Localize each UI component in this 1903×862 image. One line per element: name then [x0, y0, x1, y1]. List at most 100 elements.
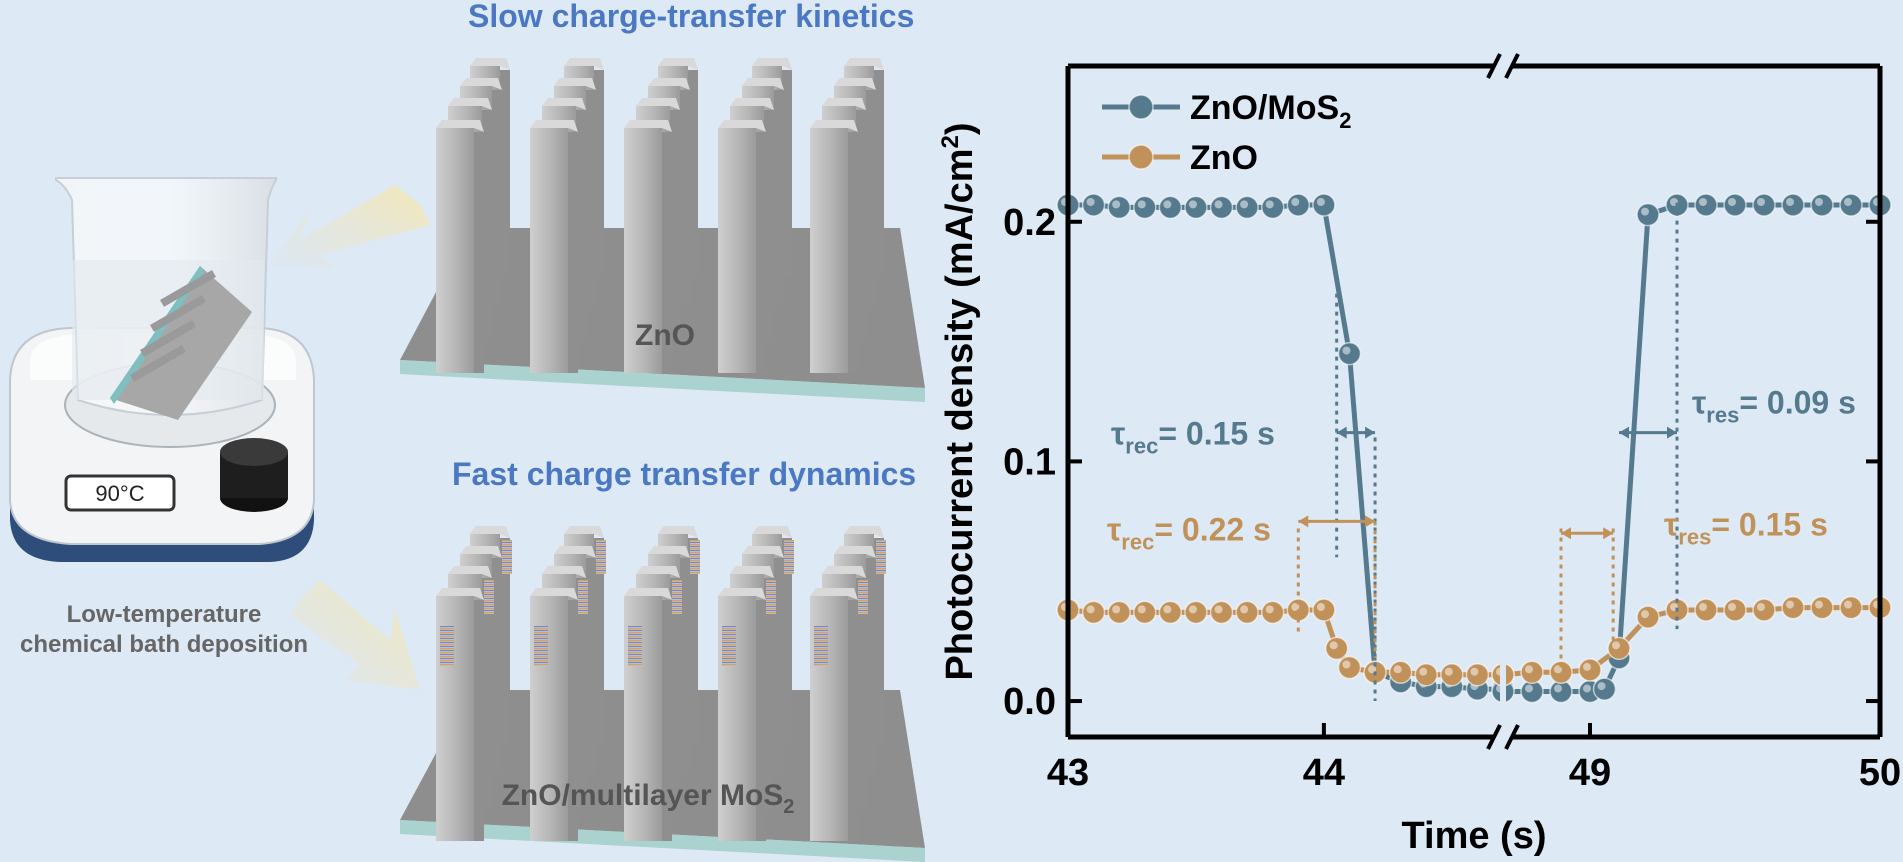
data-point-highlight — [1163, 605, 1172, 614]
top-heading: Slow charge-transfer kinetics — [468, 0, 915, 34]
axis-break-mark — [1486, 53, 1502, 79]
data-point-highlight — [1112, 605, 1121, 614]
data-point-highlight — [1554, 684, 1562, 693]
data-point — [1414, 662, 1438, 687]
mos2-layer — [672, 580, 682, 614]
data-point — [1723, 193, 1747, 217]
mos2-layer — [814, 626, 828, 666]
data-point-highlight — [1525, 684, 1533, 693]
legend-marker — [1128, 94, 1154, 120]
legend-label: ZnO/MoS2 — [1190, 89, 1351, 133]
data-point-highlight — [1188, 605, 1197, 614]
data-point-highlight — [1844, 197, 1852, 206]
data-point — [1209, 600, 1234, 625]
data-point — [1520, 660, 1544, 685]
x-tick-label: 50 — [1859, 752, 1901, 794]
bottom-heading: Fast charge transfer dynamics — [452, 456, 917, 492]
data-point-highlight — [1419, 667, 1428, 676]
hotplate-temperature: 90°C — [95, 481, 144, 506]
nanorod — [718, 120, 766, 373]
arrow-head — [1365, 426, 1376, 439]
data-point — [1592, 677, 1617, 701]
nanorod — [810, 588, 858, 841]
zno-substrate-top: ZnO — [400, 58, 925, 402]
data-point-highlight — [1329, 641, 1338, 650]
data-point — [1781, 595, 1805, 620]
y-tick-label: 0.2 — [1003, 202, 1056, 244]
data-point — [1636, 605, 1660, 629]
mos2-layer — [876, 540, 886, 574]
data-point — [1260, 600, 1285, 625]
data-point — [1337, 655, 1362, 680]
arrow-head — [1298, 515, 1309, 528]
mos2-layer — [858, 580, 868, 614]
legend-item: ZnO — [1102, 139, 1258, 177]
data-point — [1839, 193, 1863, 217]
data-point — [1694, 193, 1718, 217]
data-point — [1286, 193, 1311, 217]
nanorod — [530, 588, 578, 841]
data-point-highlight — [1291, 197, 1300, 206]
mos2-layer — [502, 540, 512, 574]
axis-break-mark — [1504, 53, 1520, 79]
caption-line-1: Low-temperature — [67, 601, 262, 628]
data-point-highlight — [1214, 200, 1223, 209]
data-point-highlight — [1086, 197, 1095, 206]
data-point-highlight — [1214, 605, 1223, 614]
axis-break-mark — [1486, 724, 1502, 750]
data-point — [1235, 600, 1259, 625]
data-point-highlight — [1342, 346, 1351, 355]
data-point-highlight — [1757, 197, 1765, 206]
data-point-highlight — [1188, 200, 1197, 209]
mos2-layer — [578, 580, 588, 614]
mos2-layer — [440, 626, 454, 666]
legend-marker — [1128, 144, 1154, 170]
data-point-highlight — [1470, 667, 1479, 676]
mos2-layer — [628, 626, 642, 666]
data-point — [1839, 595, 1863, 620]
data-point-highlight — [1137, 605, 1146, 614]
data-point — [1781, 193, 1805, 217]
x-axis-title: Time (s) — [1401, 815, 1546, 857]
data-point — [1752, 598, 1776, 622]
axis-break-mark — [1504, 724, 1520, 750]
x-tick-label: 49 — [1569, 752, 1611, 794]
data-point — [1465, 662, 1490, 687]
data-point-highlight — [1757, 602, 1765, 611]
data-point — [1578, 658, 1602, 682]
data-point-highlight — [1844, 600, 1852, 609]
data-point-highlight — [1583, 662, 1591, 671]
y-tick-label: 0.0 — [1003, 681, 1056, 723]
data-point-highlight — [1641, 207, 1649, 216]
y-axis-title: Photocurrent density (mA/cm2) — [937, 122, 981, 680]
data-point-highlight — [1265, 605, 1274, 614]
arrow-head — [1603, 527, 1614, 540]
data-point-highlight — [1086, 605, 1095, 614]
data-point-highlight — [1316, 197, 1325, 206]
data-point — [1184, 195, 1208, 220]
data-point — [1607, 636, 1631, 661]
data-point — [1440, 662, 1464, 687]
zno-mos2-substrate-bottom: ZnO/multilayer MoS2 — [400, 526, 925, 862]
data-point-highlight — [1137, 200, 1146, 209]
x-tick-label: 43 — [1047, 752, 1089, 794]
data-point-highlight — [1342, 660, 1351, 669]
mos2-layer — [596, 540, 606, 574]
nanorod — [436, 120, 484, 373]
mos2-layer — [484, 580, 494, 614]
arrow-head — [1667, 426, 1677, 439]
annotation-rec: τrec= 0.22 s — [1107, 512, 1271, 555]
data-point-highlight — [1291, 602, 1300, 611]
data-point — [1184, 600, 1208, 625]
data-point-highlight — [1368, 665, 1377, 674]
data-point-highlight — [1525, 665, 1533, 674]
arrow-to-bottom-icon — [290, 580, 420, 690]
mos2-layer — [766, 580, 776, 614]
data-point — [1636, 202, 1660, 227]
data-point — [1324, 636, 1349, 661]
mos2-layer — [534, 626, 548, 666]
arrow-head — [1336, 426, 1347, 439]
data-point — [1107, 195, 1131, 220]
arrow-head — [1619, 426, 1629, 439]
data-point-highlight — [1112, 200, 1121, 209]
